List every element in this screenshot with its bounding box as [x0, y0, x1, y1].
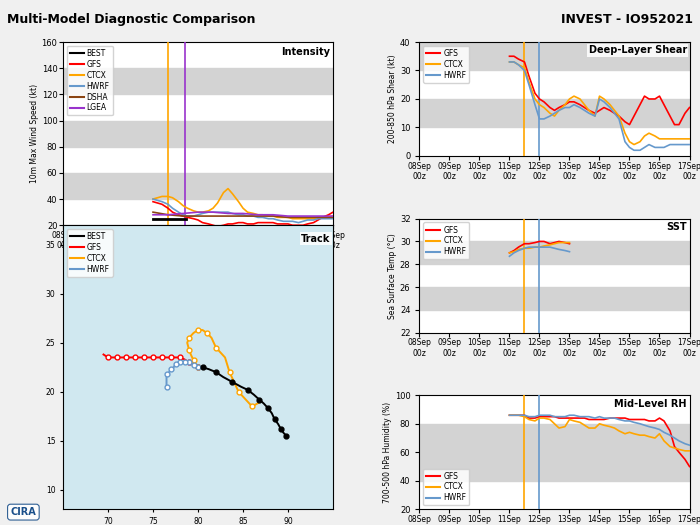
Bar: [63, 121, 333, 146]
Bar: [63, 68, 333, 94]
Text: Mid-Level RH: Mid-Level RH: [615, 398, 687, 408]
Y-axis label: 10m Max Wind Speed (kt): 10m Max Wind Speed (kt): [30, 84, 38, 183]
Legend: BEST, GFS, CTCX, HWRF, DSHA, LGEA: BEST, GFS, CTCX, HWRF, DSHA, LGEA: [66, 46, 113, 116]
Bar: [419, 424, 690, 452]
Text: CIRA: CIRA: [10, 507, 36, 517]
Text: Track: Track: [301, 234, 330, 244]
Y-axis label: 200-850 hPa Shear (kt): 200-850 hPa Shear (kt): [388, 55, 397, 143]
Legend: BEST, GFS, CTCX, HWRF: BEST, GFS, CTCX, HWRF: [66, 229, 113, 277]
Bar: [63, 173, 333, 199]
Text: Deep-Layer Shear: Deep-Layer Shear: [589, 46, 687, 56]
Bar: [419, 42, 690, 70]
Bar: [419, 452, 690, 481]
Text: INVEST - IO952021: INVEST - IO952021: [561, 13, 693, 26]
Y-axis label: 700-500 hPa Humidity (%): 700-500 hPa Humidity (%): [383, 402, 392, 503]
Text: Multi-Model Diagnostic Comparison: Multi-Model Diagnostic Comparison: [7, 13, 256, 26]
Bar: [419, 99, 690, 128]
Legend: GFS, CTCX, HWRF: GFS, CTCX, HWRF: [424, 468, 469, 506]
Bar: [419, 287, 690, 310]
Bar: [419, 242, 690, 264]
Text: SST: SST: [666, 222, 687, 232]
Legend: GFS, CTCX, HWRF: GFS, CTCX, HWRF: [424, 223, 469, 259]
Y-axis label: Sea Surface Temp (°C): Sea Surface Temp (°C): [388, 233, 397, 319]
Legend: GFS, CTCX, HWRF: GFS, CTCX, HWRF: [424, 46, 469, 83]
Text: Intensity: Intensity: [281, 47, 330, 58]
